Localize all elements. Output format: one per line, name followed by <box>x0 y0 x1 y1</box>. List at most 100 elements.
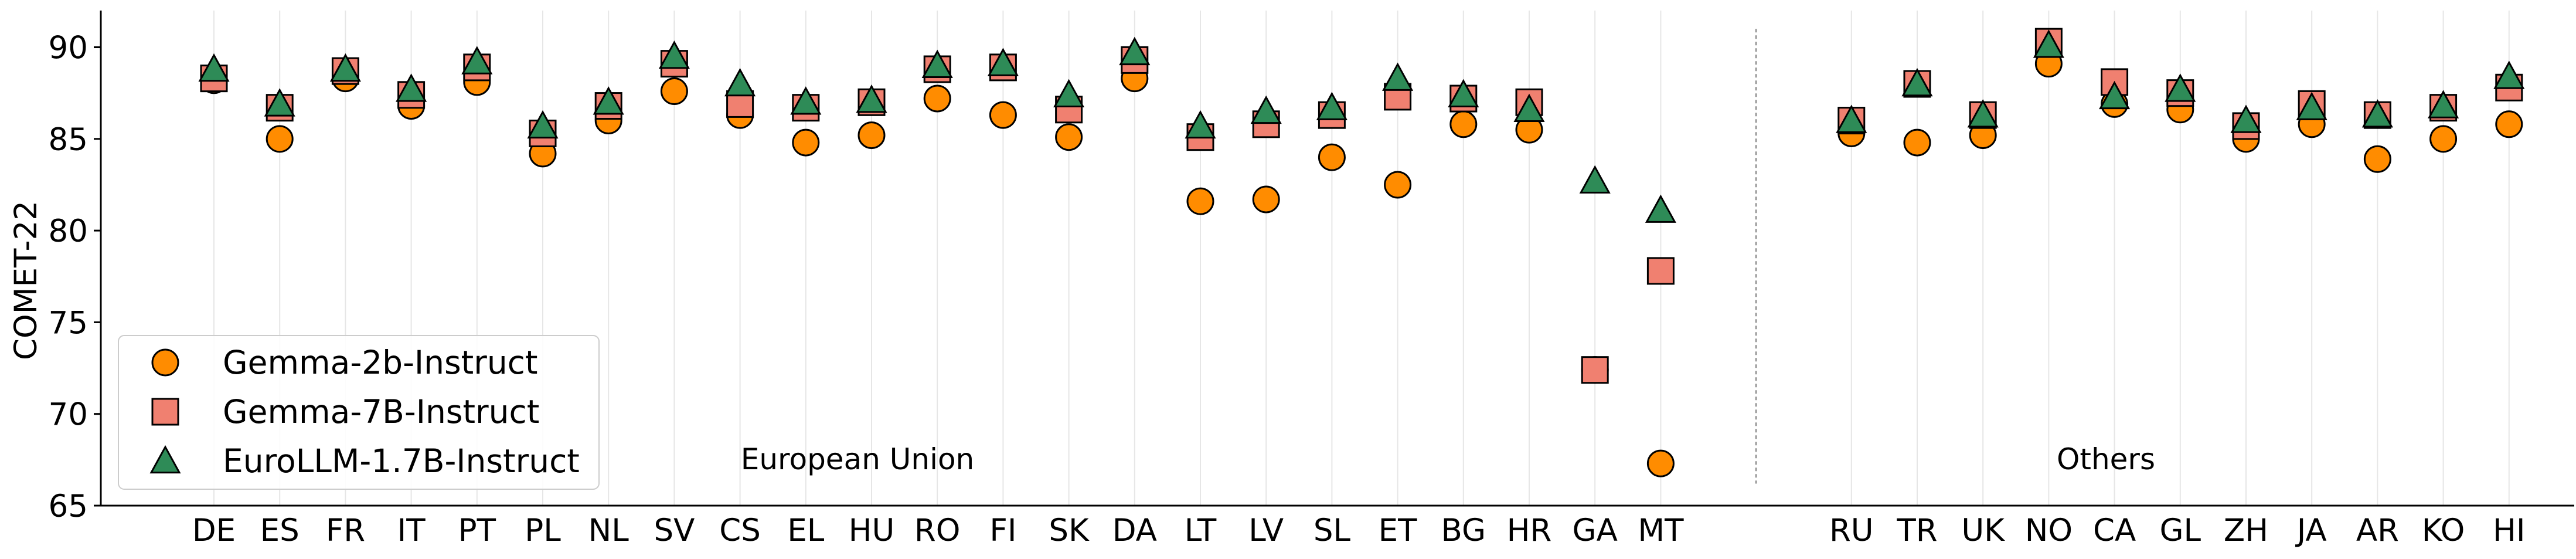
triangle-point <box>1185 110 1216 139</box>
triangle-point <box>1382 62 1414 91</box>
triangle-point <box>2361 99 2393 128</box>
circle-point <box>1252 185 1280 214</box>
triangle-point <box>1645 194 1676 223</box>
legend-marker-circle <box>151 348 179 377</box>
circle-point <box>989 101 1017 129</box>
circle-point <box>1318 143 1346 171</box>
circle-point <box>2363 145 2391 173</box>
y-tick-label: 65 <box>49 489 88 524</box>
y-tick-label: 80 <box>49 214 88 249</box>
triangle-point <box>2296 92 2327 120</box>
triangle-point <box>921 49 953 78</box>
triangle-point <box>2033 29 2064 58</box>
x-tick-label: AR <box>2356 513 2399 548</box>
triangle-point <box>593 86 624 115</box>
x-tick-label: CA <box>2093 513 2136 548</box>
x-tick-label: SK <box>1049 513 1090 548</box>
triangle-point <box>1967 99 1999 128</box>
circle-point <box>2429 125 2458 153</box>
triangle-point <box>2428 90 2459 118</box>
circle-point <box>1903 128 1931 157</box>
triangle-point <box>2165 73 2196 102</box>
circle-point <box>1186 187 1214 215</box>
triangle-point <box>1836 104 1867 133</box>
triangle-point <box>1119 36 1151 66</box>
triangle-point <box>396 73 427 102</box>
x-tick-label: LT <box>1185 513 1217 548</box>
x-tick-label: SL <box>1313 513 1351 548</box>
legend-box <box>118 335 600 490</box>
x-tick-label: BG <box>1441 513 1486 548</box>
group-label: Others <box>2057 442 2155 476</box>
x-tick-label: PT <box>458 513 496 548</box>
x-tick-label: HU <box>849 513 895 548</box>
triangle-point <box>1053 79 1085 107</box>
triangle-point <box>987 48 1019 76</box>
y-tick-label: 85 <box>49 122 88 158</box>
legend-marker-square <box>151 398 179 426</box>
x-tick-label: IT <box>397 513 426 548</box>
x-tick-label: UK <box>1961 513 2005 548</box>
circle-point <box>857 121 886 150</box>
triangle-point <box>658 40 690 69</box>
x-tick-label: TR <box>1896 513 1937 548</box>
triangle-point <box>790 86 822 115</box>
triangle-point <box>2099 80 2131 110</box>
y-tick-label: 75 <box>49 305 88 341</box>
triangle-point <box>1579 165 1611 194</box>
triangle-point <box>2493 60 2525 89</box>
triangle-point <box>1513 93 1545 122</box>
x-tick-label: ET <box>1379 513 1417 548</box>
circle-point <box>1384 171 1412 199</box>
x-tick-label: GL <box>2159 513 2201 548</box>
triangle-point <box>1448 79 1479 107</box>
circle-point <box>2495 110 2523 138</box>
triangle-point <box>1250 95 1282 124</box>
x-tick-label: ES <box>260 513 300 548</box>
triangle-point <box>2230 104 2262 133</box>
x-tick-label: PL <box>525 513 561 548</box>
x-tick-label: NL <box>588 513 629 548</box>
triangle-point <box>461 46 493 74</box>
x-tick-label: MT <box>1638 513 1684 548</box>
x-tick-label: DE <box>192 513 236 548</box>
legend-label: Gemma-7B-Instruct <box>223 393 539 431</box>
triangle-point <box>527 110 559 139</box>
x-tick-label: RU <box>1829 513 1874 548</box>
x-ticks: DE ES FR IT PT PL NL SV CS EL HU RO FI SK DA LT LV SL ET BG… <box>192 513 2526 548</box>
circle-point <box>266 125 294 153</box>
circle-point <box>792 128 820 157</box>
x-tick-label: CS <box>719 513 761 548</box>
x-tick-label: DA <box>1112 513 1157 548</box>
circle-point <box>923 84 951 113</box>
y-axis-label: COMET-22 <box>8 201 44 360</box>
x-tick-label: FR <box>326 513 365 548</box>
x-tick-label: LV <box>1248 513 1284 548</box>
y-tick-label: 70 <box>49 397 88 433</box>
group-labels: European Union Others <box>741 442 2155 476</box>
x-tick-label: HI <box>2493 513 2525 548</box>
data-points <box>198 28 2525 477</box>
x-tick-label: NO <box>2025 513 2073 548</box>
legend-label: EuroLLM-1.7B-Instruct <box>223 442 580 480</box>
y-tick-label: 90 <box>49 31 88 66</box>
x-tick-label: HR <box>1507 513 1552 548</box>
triangle-point <box>724 67 756 97</box>
x-tick-label: GA <box>1573 513 1618 548</box>
legend-marker-triangle <box>149 445 181 474</box>
circle-point <box>660 77 688 106</box>
axes-layer <box>100 11 2574 507</box>
x-tick-label: RO <box>914 513 961 548</box>
group-label: European Union <box>741 442 975 476</box>
triangle-point <box>329 53 361 82</box>
x-tick-label: SV <box>654 513 695 548</box>
x-tick-label: ZH <box>2224 513 2268 548</box>
x-tick-label: KO <box>2422 513 2465 548</box>
legend: Gemma-2b-Instruct Gemma-7B-Instruct EuroLL… <box>118 335 600 490</box>
square-point <box>1646 257 1675 285</box>
y-ticks: 65 70 75 80 85 90 <box>49 31 101 524</box>
triangle-point <box>1901 67 1933 97</box>
triangle-point <box>856 84 887 113</box>
circle-point <box>1646 449 1675 477</box>
